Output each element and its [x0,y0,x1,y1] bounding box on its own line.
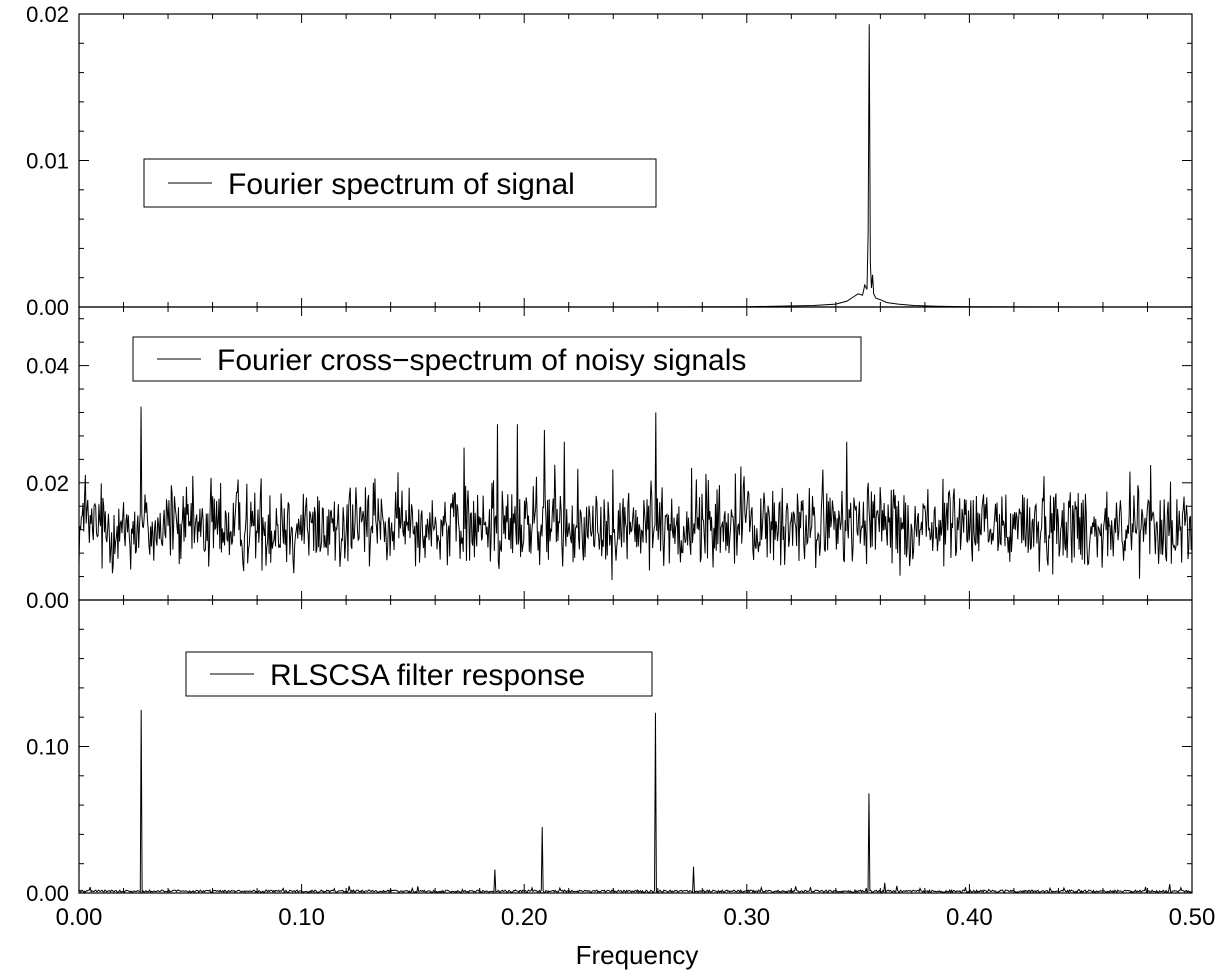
y-tick-label: 0.01 [26,149,69,174]
y-tick-label: 0.02 [26,2,69,27]
series-line [78,709,1193,894]
legend: Fourier cross−spectrum of noisy signals [132,336,862,382]
x-axis-title: Frequency [576,940,699,970]
x-tick-label: 0.10 [278,904,325,931]
x-tick-label: 0.00 [56,904,103,931]
x-tick-label: 0.30 [723,904,770,931]
legend: Fourier spectrum of signal [143,158,657,208]
y-tick-label: 0.00 [26,881,69,906]
legend-box [132,336,862,382]
legend-label: Fourier spectrum of signal [228,168,575,201]
panel-2: 0.00 0.02 0.04 Fourier cross−spectrum of no… [26,306,1193,613]
legend-box [185,651,653,697]
panel-1: 0.00 0.01 0.02 Fourier spectrum of signal [26,2,1193,320]
x-tick-label: 0.50 [1169,904,1216,931]
y-tick-label: 0.04 [26,354,69,379]
x-tick-label: 0.20 [501,904,548,931]
panel-frame [78,599,1193,894]
y-tick-label: 0.10 [26,735,69,760]
legend-box [143,158,657,208]
series-line [79,24,1192,308]
x-axis: 0.00 0.10 0.20 0.30 0.40 0.50 [56,904,1216,931]
series-line [78,406,1193,580]
legend: RLSCSA filter response [185,651,653,697]
y-tick-label: 0.02 [26,471,69,496]
panel-3: 0.00 0.10 RLSCSA filter response [26,599,1193,906]
legend-label: RLSCSA filter response [270,659,585,692]
y-tick-label: 0.00 [26,588,69,613]
legend-label: Fourier cross−spectrum of noisy signals [217,344,746,377]
y-tick-label: 0.00 [26,295,69,320]
x-tick-label: 0.40 [946,904,993,931]
